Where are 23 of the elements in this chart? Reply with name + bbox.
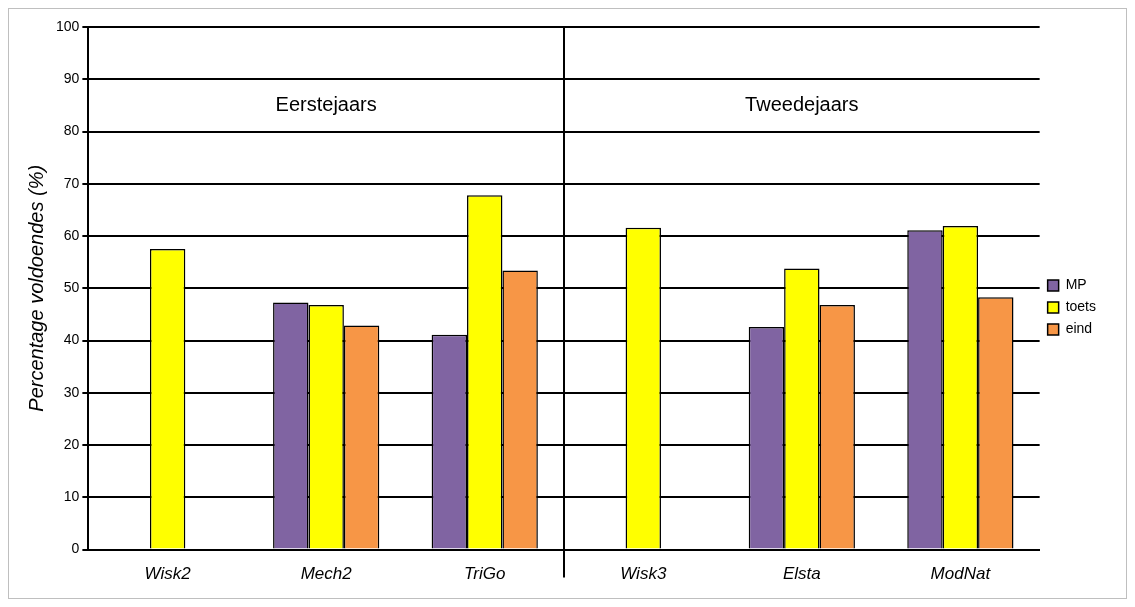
x-tick-label: Wisk2 — [144, 563, 192, 583]
legend-label: MP — [1065, 276, 1087, 293]
x-tick-label: Wisk3 — [620, 563, 667, 583]
y-tick-label: 70 — [63, 174, 80, 191]
y-tick-label: 0 — [71, 540, 80, 557]
y-tick-label: 10 — [63, 488, 80, 505]
x-tick-label: TriGo — [464, 563, 506, 583]
legend-label: toets — [1065, 298, 1097, 315]
legend-label: eind — [1065, 320, 1093, 337]
y-tick-label: 100 — [56, 17, 80, 34]
y-tick-label: 20 — [63, 435, 80, 452]
y-tick-label: 50 — [63, 279, 80, 296]
y-tick-label: 80 — [63, 122, 80, 139]
y-axis-title: Percentage voldoendes (%) — [24, 164, 47, 412]
y-tick-label: 30 — [63, 383, 80, 400]
x-tick-label: ModNat — [930, 563, 992, 583]
annotation: Tweedejaars — [745, 92, 859, 115]
x-tick-label: Mech2 — [300, 563, 353, 583]
y-tick-label: 90 — [63, 70, 80, 87]
y-tick-label: 60 — [63, 226, 80, 243]
annotation: Eerstejaars — [275, 92, 377, 115]
y-tick-label: 40 — [63, 331, 80, 348]
x-tick-label: Elsta — [782, 563, 821, 583]
